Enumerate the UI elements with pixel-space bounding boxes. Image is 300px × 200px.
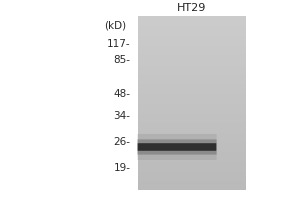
Text: 48-: 48- bbox=[113, 89, 130, 99]
FancyBboxPatch shape bbox=[137, 134, 217, 160]
Text: 19-: 19- bbox=[113, 163, 130, 173]
FancyBboxPatch shape bbox=[138, 143, 216, 151]
Text: 26-: 26- bbox=[113, 137, 130, 147]
FancyBboxPatch shape bbox=[137, 139, 217, 155]
Text: 34-: 34- bbox=[113, 111, 130, 121]
Text: HT29: HT29 bbox=[177, 3, 207, 13]
Text: 85-: 85- bbox=[113, 55, 130, 65]
Text: 117-: 117- bbox=[107, 39, 130, 49]
Text: (kD): (kD) bbox=[104, 21, 126, 31]
